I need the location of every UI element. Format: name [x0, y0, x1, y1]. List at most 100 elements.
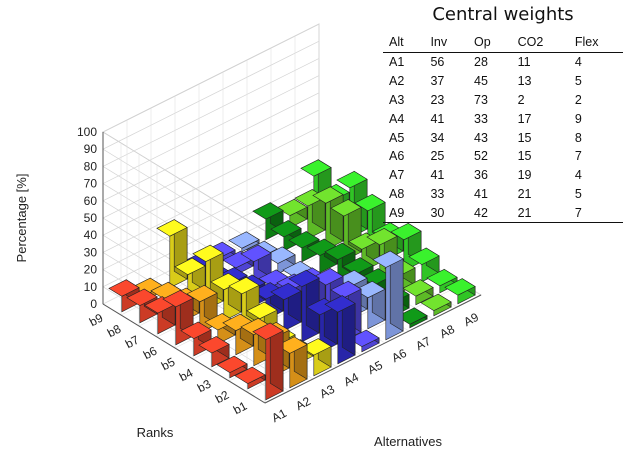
table-cell: 30	[424, 203, 469, 224]
bar	[408, 247, 440, 283]
chart-bars	[108, 159, 476, 401]
z-axis-title: Percentage [%]	[14, 174, 29, 263]
table-cell: 25	[430, 149, 445, 164]
table-cell: A1	[389, 55, 405, 70]
y-tick-label: b1	[231, 399, 250, 418]
z-tick-label: 0	[90, 297, 97, 311]
bar-face-top	[240, 244, 272, 263]
x-tick-label: A1	[269, 406, 289, 425]
table-title: Central weights	[432, 4, 574, 25]
table-cell: 11	[517, 55, 531, 70]
bar-face-top	[192, 244, 224, 262]
table-cell: 7	[568, 203, 623, 224]
bar-face-top	[288, 231, 320, 249]
table-cell: 37	[430, 74, 445, 89]
bar	[426, 268, 458, 294]
y-axis-title: Ranks	[137, 425, 174, 440]
table-header-alt: Alt	[383, 33, 425, 53]
bar	[198, 335, 230, 368]
table-cell: 43	[474, 130, 488, 145]
table-row: A7 41 36 19 4	[383, 166, 623, 185]
table-row: A2 37 45 13 5	[383, 72, 623, 91]
x-tick-label: A9	[461, 310, 481, 329]
bar	[402, 279, 434, 306]
bar-face-top	[252, 322, 284, 340]
table-cell: 52	[474, 149, 488, 164]
table-cell: 42	[468, 203, 512, 224]
bar-face-top	[270, 282, 302, 301]
bar	[252, 202, 284, 241]
bar-face-top	[156, 219, 188, 237]
table-header-op: Op	[468, 33, 512, 53]
x-tick-label: A7	[413, 334, 433, 353]
y-tick-label: b2	[213, 388, 232, 407]
table-row: A3 23 73 2 2	[383, 91, 623, 110]
bar	[348, 329, 380, 353]
table-cell: 5	[574, 74, 582, 89]
table-cell: 2	[574, 92, 582, 107]
table-row: A1 56 28 11 4	[383, 53, 623, 72]
table-cell: 15	[517, 149, 532, 164]
central-weights-table: Alt Inv Op CO2 Flex A1 56 28 11 4 A2 37 45 13 5 A3 23 73…	[383, 33, 623, 224]
bar-face-top	[426, 268, 458, 287]
bar	[276, 336, 308, 389]
table-cell: 28	[474, 55, 488, 70]
x-tick-label: A2	[293, 394, 313, 413]
table-cell: 34	[430, 130, 445, 145]
z-tick-label: 30	[84, 245, 98, 259]
y-tick-label: b3	[195, 377, 214, 396]
z-tick-label: 20	[84, 263, 98, 277]
table-row: A6 25 52 15 7	[383, 147, 623, 166]
bar	[270, 282, 302, 332]
table-cell: A7	[389, 168, 405, 183]
bar-face-top	[390, 222, 422, 241]
bar	[228, 231, 260, 253]
x-tick-label: A5	[365, 358, 385, 377]
bar-face-top	[324, 242, 356, 261]
table-body: A1 56 28 11 4 A2 37 45 13 5 A3 23 73 2 2 A4 41 33 17 9 A5 34 4…	[383, 53, 623, 224]
bar-face-top	[420, 293, 452, 311]
table-row: A5 34 43 15 8	[383, 128, 623, 147]
bar	[276, 198, 308, 229]
z-tick-label: 100	[77, 125, 97, 139]
bar	[444, 278, 476, 305]
table-cell: A2	[389, 74, 405, 89]
bar-face-top	[372, 250, 404, 268]
bar	[216, 355, 248, 379]
z-tick-label: 10	[84, 280, 98, 294]
bar-face-top	[180, 321, 212, 339]
y-tick-label: b8	[105, 322, 124, 341]
table-cell: 19	[517, 168, 532, 183]
table-cell: A9	[383, 203, 425, 224]
bar	[240, 244, 272, 287]
bar-face-top	[402, 279, 434, 297]
table-cell: A4	[389, 111, 405, 126]
table-cell: 56	[430, 55, 445, 70]
table-cell: 15	[517, 130, 532, 145]
x-tick-label: A3	[317, 382, 337, 401]
bar-face-top	[270, 220, 302, 238]
bar-face-top	[126, 288, 158, 306]
y-axis-line	[102, 303, 266, 404]
x-axis-title: Alternatives	[374, 434, 442, 449]
x-tick-label: A4	[341, 370, 361, 389]
table-cell: 41	[430, 168, 445, 183]
bar-face-top	[312, 186, 344, 204]
bar-face-top	[336, 170, 368, 189]
z-tick-label: 80	[84, 159, 98, 173]
bar	[252, 322, 284, 401]
z-tick-label: 50	[84, 211, 98, 225]
y-tick-label: b7	[123, 333, 142, 352]
bar-face-top	[162, 290, 194, 308]
table-header-co2: CO2	[511, 33, 569, 53]
y-tick-label: b6	[141, 344, 160, 363]
bar-face-top	[186, 284, 218, 303]
bar-face-top	[300, 159, 332, 177]
table-cell: 21	[517, 186, 532, 201]
y-tick-label: b5	[159, 355, 178, 374]
table-row: A4 41 33 17 9	[383, 109, 623, 128]
table-cell: 45	[474, 74, 488, 89]
bar-face-top	[366, 228, 398, 246]
table-row: A8 33 41 21 5	[383, 184, 623, 203]
bar	[300, 338, 332, 377]
